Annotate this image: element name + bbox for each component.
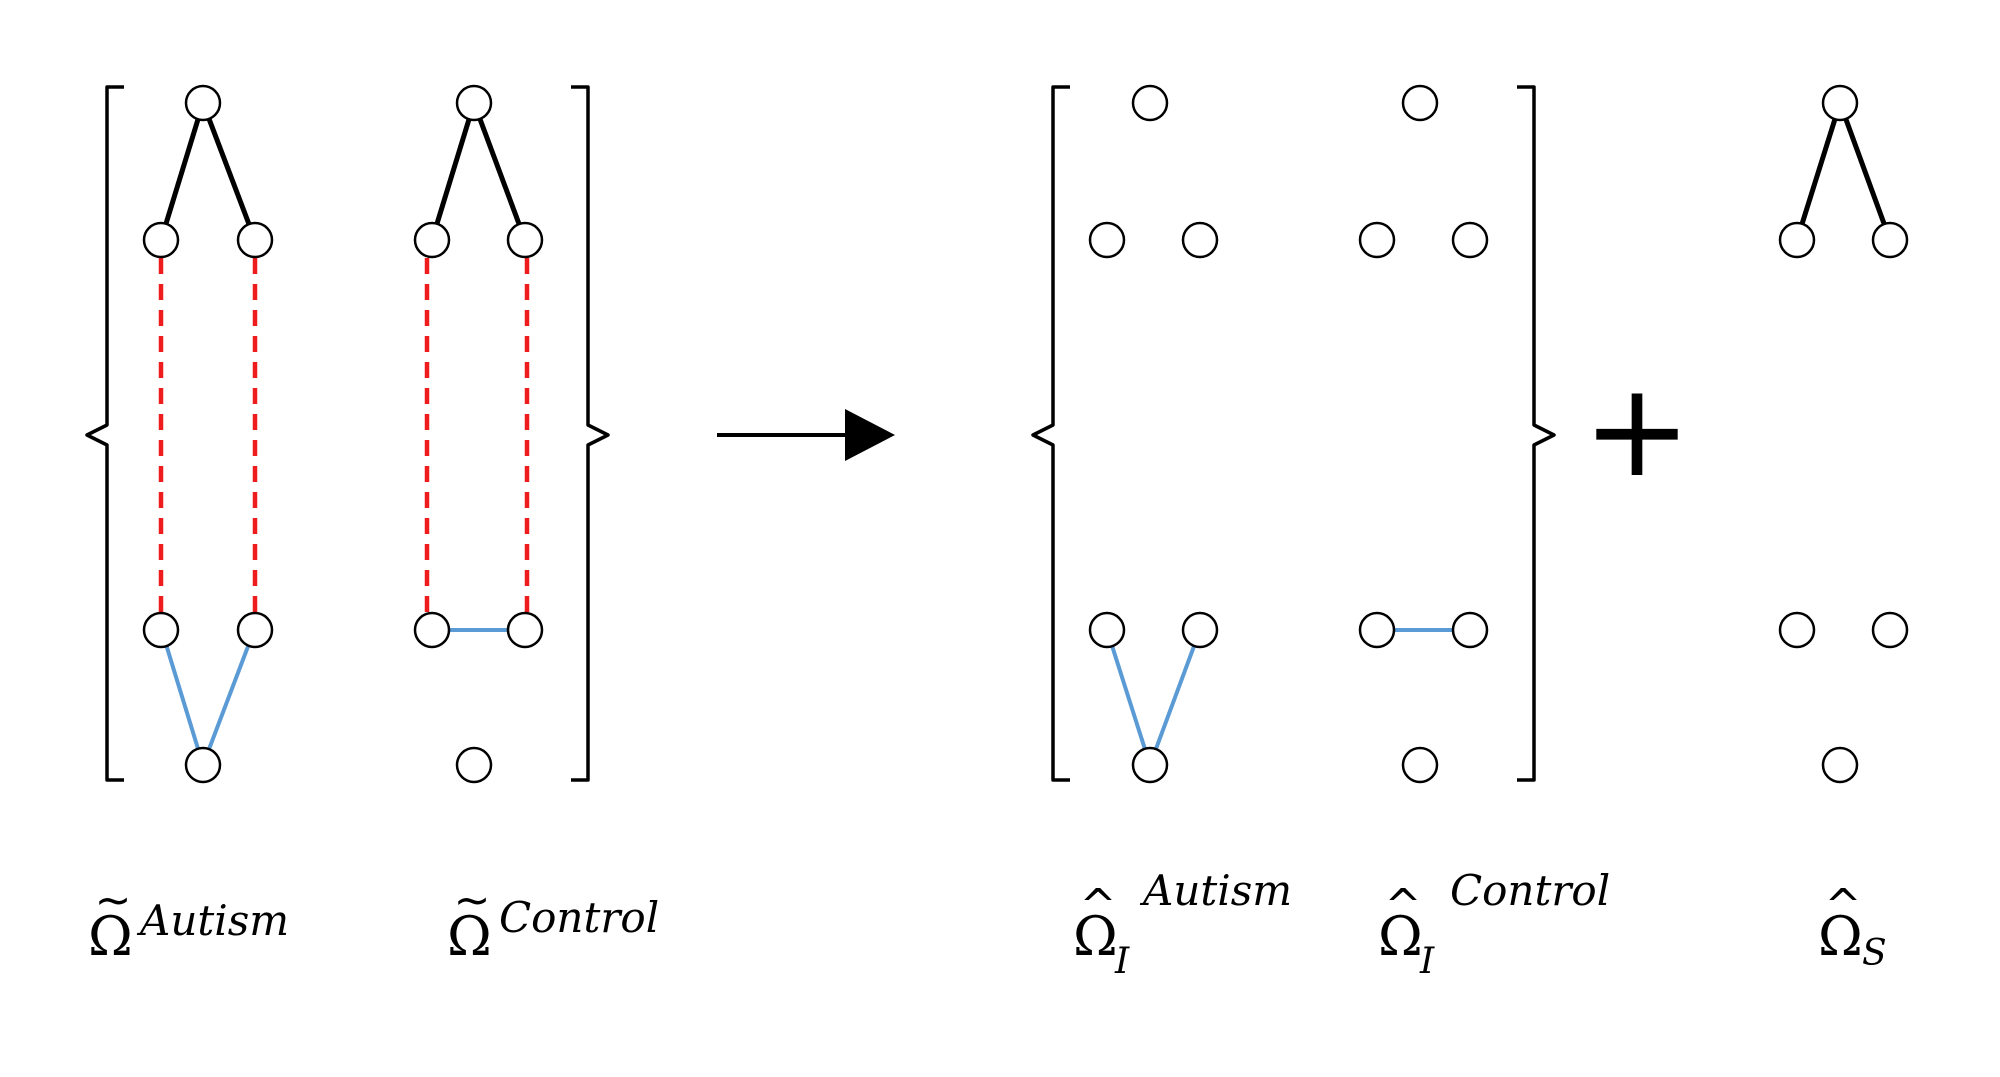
node-bottom — [455, 746, 493, 784]
edge-midright-bottom — [1148, 629, 1202, 766]
node-midright — [236, 611, 274, 649]
graph-hat-i-autism — [1088, 84, 1219, 784]
node-left — [1778, 221, 1816, 259]
node-midright — [506, 611, 544, 649]
label-hat-s: ^ Ω S — [1818, 880, 1887, 974]
graph-tilde-autism — [142, 84, 274, 784]
edge-top-right — [471, 102, 528, 241]
omega-symbol: Ω — [88, 905, 133, 968]
graph-tilde-control — [413, 84, 544, 784]
node-left — [1088, 221, 1126, 259]
arrow-icon — [717, 409, 895, 461]
edge-top-left — [1794, 102, 1843, 241]
node-midleft — [413, 611, 451, 649]
node-bottom — [184, 746, 222, 784]
node-right — [1181, 221, 1219, 259]
graph-hat-i-control — [1358, 84, 1489, 784]
edge-midleft-bottom — [1105, 629, 1152, 766]
hat-accent: ^ — [1080, 880, 1117, 931]
node-midleft — [1778, 611, 1816, 649]
node-top — [1131, 84, 1169, 122]
edge-midright-bottom — [201, 627, 257, 766]
subscript: S — [1862, 933, 1887, 974]
hat-accent: ^ — [1825, 880, 1862, 931]
subscript: I — [1419, 941, 1435, 982]
edge-top-left — [429, 102, 477, 241]
node-right — [236, 221, 274, 259]
node-midright — [1181, 611, 1219, 649]
node-right — [1871, 221, 1909, 259]
node-bottom — [1131, 746, 1169, 784]
graph-hat-s — [1778, 84, 1909, 784]
node-midright — [1451, 611, 1489, 649]
superscript: Autism — [136, 896, 289, 945]
superscript: Control — [1450, 866, 1610, 915]
right-brace-open — [1031, 85, 1070, 782]
omega-symbol: Ω — [1378, 905, 1423, 968]
node-right — [506, 221, 544, 259]
plus-operator: + — [1583, 354, 1692, 506]
node-bottom — [1821, 746, 1859, 784]
node-left — [1358, 221, 1396, 259]
label-hat-i-autism: ^ Ω I Autism — [1073, 866, 1292, 982]
node-left — [142, 221, 180, 259]
node-midleft — [1088, 611, 1126, 649]
node-midleft — [142, 611, 180, 649]
edge-midleft-bottom — [159, 627, 205, 766]
label-tilde-control: ~ Ω Control — [447, 875, 659, 968]
left-brace-open — [85, 85, 124, 782]
left-brace-close — [571, 85, 610, 782]
node-bottom — [1401, 746, 1439, 784]
node-top — [184, 84, 222, 122]
node-midleft — [1358, 611, 1396, 649]
node-midright — [1871, 611, 1909, 649]
label-hat-i-control: ^ Ω I Control — [1378, 866, 1610, 982]
edge-top-left — [158, 102, 206, 241]
edge-top-right — [200, 102, 258, 241]
tilde-accent: ~ — [95, 875, 132, 926]
node-top — [1401, 84, 1439, 122]
omega-symbol: Ω — [1818, 905, 1863, 968]
superscript: Autism — [1139, 866, 1292, 915]
node-left — [413, 221, 451, 259]
right-brace-close — [1517, 85, 1556, 782]
node-top — [455, 84, 493, 122]
tilde-accent: ~ — [454, 875, 491, 926]
label-tilde-autism: ~ Ω Autism — [88, 875, 289, 968]
superscript: Control — [499, 893, 659, 942]
hat-accent: ^ — [1385, 880, 1422, 931]
edge-top-right — [1837, 102, 1893, 241]
subscript: I — [1114, 941, 1130, 982]
omega-symbol: Ω — [447, 905, 492, 968]
omega-symbol: Ω — [1073, 905, 1118, 968]
node-top — [1821, 84, 1859, 122]
node-right — [1451, 221, 1489, 259]
